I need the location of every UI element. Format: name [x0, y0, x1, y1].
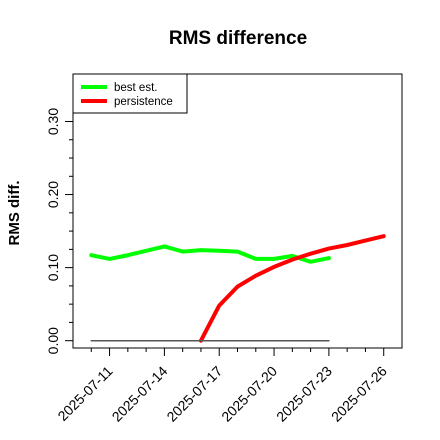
x-axis: 2025-07-112025-07-142025-07-172025-07-20…: [54, 348, 390, 425]
legend-label: best est.: [114, 82, 157, 94]
legend-box: [72, 73, 188, 114]
y-tick-label: 0.20: [45, 181, 61, 208]
x-tick-label: 2025-07-23: [273, 363, 335, 425]
x-tick-label: 2025-07-20: [218, 363, 280, 425]
y-tick-label: 0.00: [45, 327, 61, 354]
series-line-persistence: [198, 234, 386, 343]
y-axis-label: RMS diff.: [6, 181, 23, 246]
legend-label: persistence: [114, 96, 173, 108]
x-tick-label: 2025-07-17: [163, 363, 225, 425]
legend: best est. persistence: [72, 73, 188, 114]
y-axis: 0.00 0.10 0.20 0.30: [45, 108, 73, 354]
chart-title: RMS difference: [169, 28, 307, 49]
x-tick-label: 2025-07-26: [328, 363, 390, 425]
x-tick-label: 2025-07-14: [109, 363, 171, 425]
x-tick-label: 2025-07-11: [54, 363, 115, 424]
series-line-best-est: [89, 244, 331, 264]
y-tick-label: 0.30: [45, 108, 61, 135]
plot-frame: [72, 73, 403, 349]
series-layer: [89, 234, 386, 343]
y-tick-label: 0.10: [45, 254, 61, 281]
